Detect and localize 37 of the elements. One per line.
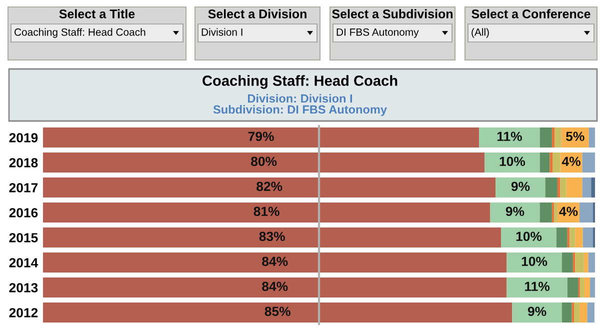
y-tick-label: 2014 <box>9 258 38 268</box>
chart-title: Coaching Staff: Head Coach <box>202 75 398 89</box>
text: (All) <box>472 28 489 38</box>
data-label: 4% <box>562 156 580 166</box>
y-tick-label: 2013 <box>9 283 38 292</box>
data-label: 84% <box>262 256 288 266</box>
data-label: 5% <box>566 132 584 142</box>
data-label: 84% <box>262 282 288 292</box>
text: Select a Title <box>59 9 135 18</box>
y-tick-label: 2015 <box>9 233 38 242</box>
text: Select a Conference <box>472 9 590 18</box>
text: Division I <box>202 28 242 36</box>
data-label: 79% <box>248 132 274 142</box>
y-tick-label: 2019 <box>9 133 38 142</box>
text: Select a Subdivision <box>332 9 453 18</box>
text: DI FBS Autonomy <box>336 28 419 38</box>
text: Select a Division <box>208 9 306 18</box>
text: Coaching Staff: Head Coach <box>14 28 146 38</box>
y-tick-label: 2012 <box>9 308 38 318</box>
data-label: 10% <box>522 256 548 266</box>
data-label: 4% <box>559 206 578 216</box>
data-label: 85% <box>264 306 290 316</box>
data-label: 80% <box>251 156 277 166</box>
data-label: 11% <box>497 132 522 142</box>
y-tick-label: 2017 <box>9 183 38 192</box>
data-label: 9% <box>511 182 530 192</box>
data-label: 10% <box>500 156 526 166</box>
data-label: 9% <box>506 206 524 216</box>
data-label: 82% <box>256 182 282 192</box>
data-label: 83% <box>259 232 285 242</box>
y-tick-label: 2016 <box>9 208 38 218</box>
data-label: 81% <box>254 206 280 216</box>
data-label: 11% <box>525 282 550 292</box>
data-label: 10% <box>516 232 542 242</box>
data-label: 9% <box>528 306 546 316</box>
y-tick-label: 2018 <box>9 158 38 168</box>
chart-subtitle: Division: Division I Subdivision: DI FBS Autonomy <box>213 94 387 116</box>
